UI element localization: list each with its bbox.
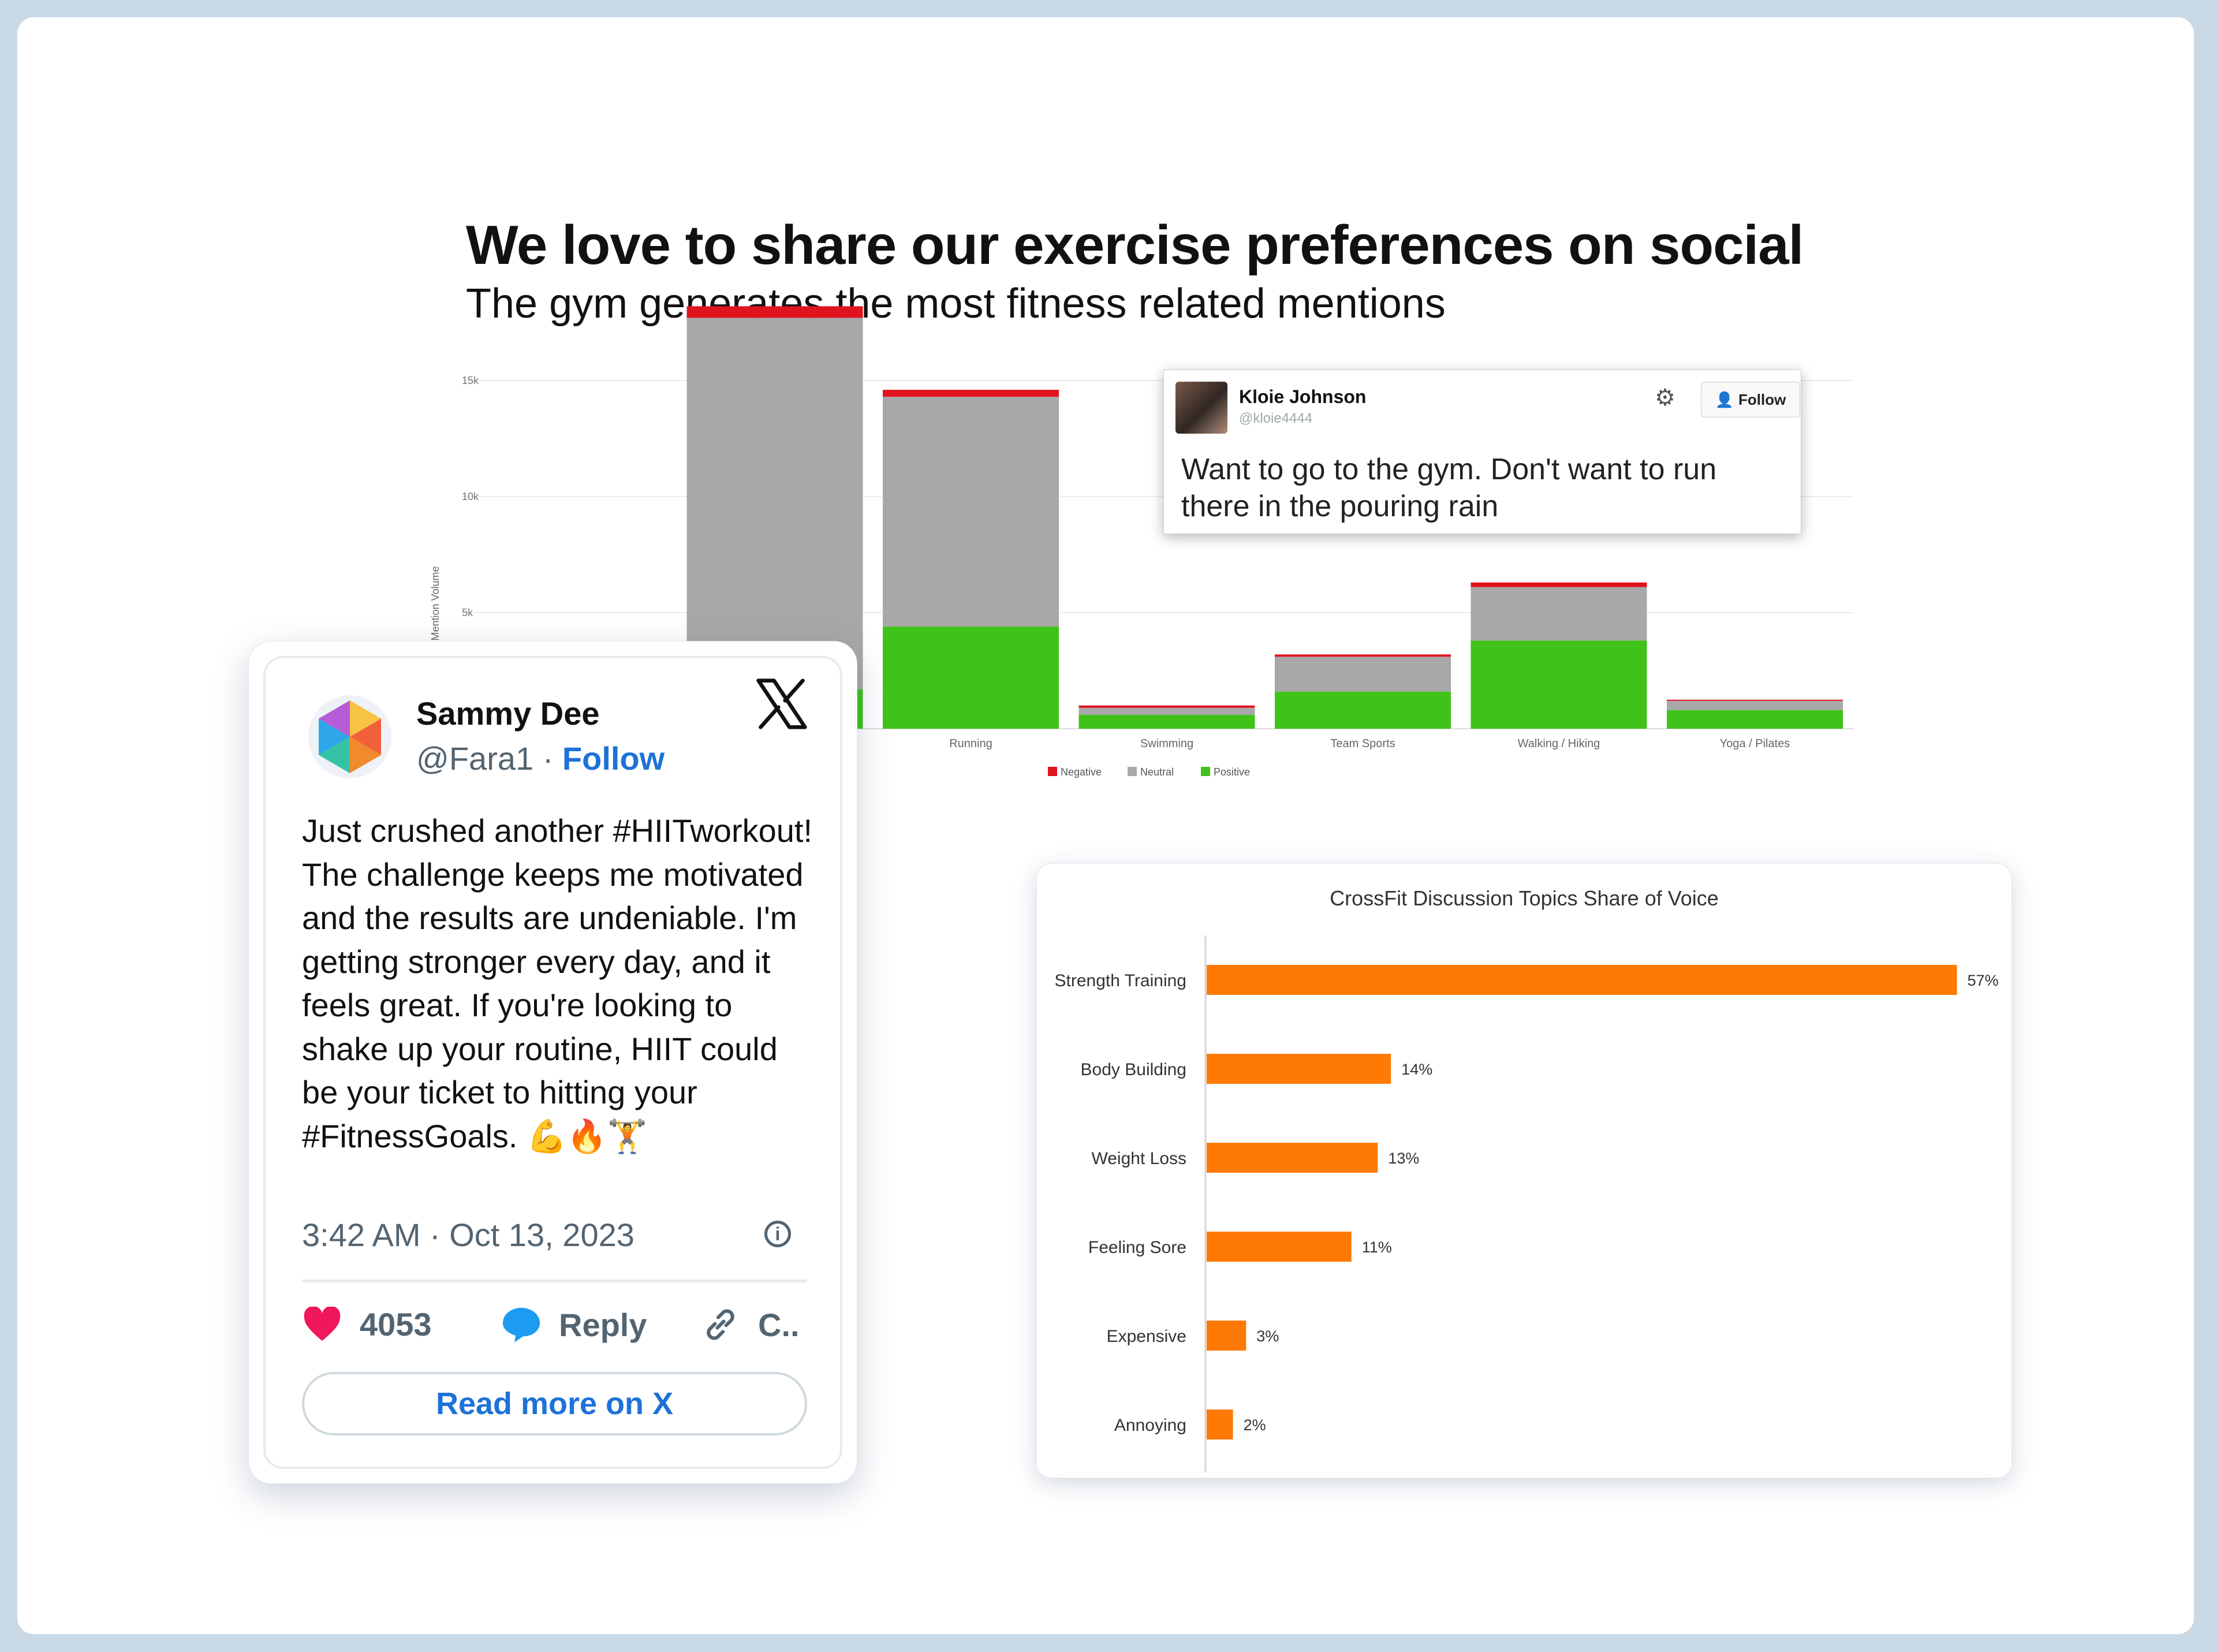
bar-neutral [1275, 657, 1451, 692]
like-count: 4053 [360, 1306, 432, 1343]
bar-neutral [883, 397, 1059, 627]
heart-icon [304, 1306, 341, 1341]
bar-negative [1078, 705, 1255, 708]
bar-negative [686, 306, 863, 318]
y-tick-label: 10k [462, 491, 479, 502]
tweet-text: Just crushed another #HIITworkout! The c… [302, 812, 812, 1154]
bar-positive [1470, 640, 1647, 729]
reply-bubble-icon [502, 1307, 540, 1343]
tweet-author-handle: @kloie4444 [1239, 411, 1313, 426]
bar-positive [883, 627, 1059, 729]
bar [1207, 1054, 1391, 1084]
legend-label: Negative [1061, 766, 1102, 778]
tweet-author-handle-row: @Fara1 · Follow [416, 740, 665, 777]
y-axis-label: Mention Volume [430, 566, 441, 640]
bar [1207, 1409, 1233, 1440]
tweet-timestamp[interactable]: 3:42 AM · Oct 13, 2023 [302, 1217, 635, 1253]
chart-title: CrossFit Discussion Topics Share of Voic… [1330, 886, 1719, 910]
bar-neutral [1078, 707, 1255, 715]
tweet-author-handle: @Fara1 [416, 740, 534, 777]
legend-label: Neutral [1140, 766, 1174, 778]
link-icon [707, 1309, 734, 1340]
bar-neutral [1667, 700, 1843, 710]
bar-positive [1078, 714, 1255, 729]
y-tick-label: 15k [462, 375, 479, 386]
bar [1207, 1321, 1246, 1351]
gear-icon[interactable]: ⚙ [1655, 385, 1675, 411]
follow-button[interactable]: 👤 Follow [1701, 382, 1800, 417]
x-logo-icon[interactable] [754, 676, 809, 732]
tweet-author-name: Kloie Johnson [1239, 386, 1367, 407]
bar [1207, 1143, 1378, 1173]
add-user-icon: 👤 [1715, 390, 1734, 408]
category-label: Strength Training [1055, 971, 1186, 990]
category-label: Weight Loss [1091, 1149, 1186, 1168]
like-button[interactable]: 4053 [302, 1306, 432, 1343]
bar-neutral [1470, 587, 1647, 641]
read-more-button[interactable]: Read more on X [302, 1372, 807, 1435]
avatar [1175, 382, 1227, 434]
tweet-card-kloie[interactable]: Kloie Johnson @kloie4444 ⚙ 👤 Follow Want… [1163, 370, 1801, 534]
tweet-actions: 4053 Reply C.. [302, 1306, 822, 1352]
bar-positive [1275, 691, 1451, 729]
legend-label: Positive [1214, 766, 1250, 778]
bar-negative [1275, 654, 1451, 657]
value-label: 2% [1244, 1416, 1266, 1434]
x-tick-label: Team Sports [1330, 737, 1395, 750]
legend-swatch [1048, 767, 1057, 776]
legend-swatch [1128, 767, 1137, 776]
x-tick-label: Walking / Hiking [1518, 737, 1600, 750]
tweet-inner-border [263, 656, 842, 1469]
follow-link[interactable]: Follow [562, 740, 665, 777]
category-label: Feeling Sore [1088, 1238, 1186, 1257]
divider [302, 1280, 807, 1282]
bar-neutral [686, 318, 863, 689]
x-tick-label: Running [949, 737, 992, 750]
bar-positive [1667, 710, 1843, 729]
reply-label: Reply [559, 1306, 647, 1343]
profile-avatar-icon [308, 695, 391, 778]
value-label: 13% [1388, 1150, 1419, 1167]
bar [1207, 1232, 1352, 1262]
page-title: We love to share our exercise preference… [466, 214, 1804, 276]
copy-label: C.. [758, 1306, 800, 1343]
page-subtitle: The gym generates the most fitness relat… [466, 281, 1446, 327]
value-label: 14% [1401, 1061, 1432, 1078]
reply-button[interactable]: Reply [501, 1306, 647, 1344]
y-tick-label: 5k [462, 607, 473, 618]
value-label: 11% [1362, 1239, 1392, 1256]
category-label: Body Building [1081, 1060, 1186, 1079]
follow-label: Follow [1738, 390, 1786, 408]
tweet-card-sammy[interactable]: Sammy Dee @Fara1 · Follow Just crushed a… [248, 641, 857, 1484]
value-label: 57% [1968, 972, 1999, 989]
x-tick-label: Swimming [1140, 737, 1193, 750]
value-label: 3% [1256, 1327, 1279, 1345]
bar [1207, 965, 1957, 995]
handle-separator: · [533, 740, 562, 777]
tweet-author-name: Sammy Dee [416, 695, 600, 732]
category-label: Expensive [1107, 1327, 1186, 1346]
info-icon[interactable]: i [764, 1221, 791, 1247]
x-tick-label: Yoga / Pilates [1720, 737, 1790, 750]
copy-link-button[interactable]: C.. [700, 1306, 800, 1344]
category-label: Annoying [1114, 1416, 1186, 1435]
tweet-text: Want to go to the gym. Don't want to run… [1181, 453, 1717, 523]
bar-negative [1470, 582, 1647, 587]
bar-negative [1667, 699, 1843, 701]
bar-negative [883, 390, 1059, 397]
legend-swatch [1201, 767, 1210, 776]
